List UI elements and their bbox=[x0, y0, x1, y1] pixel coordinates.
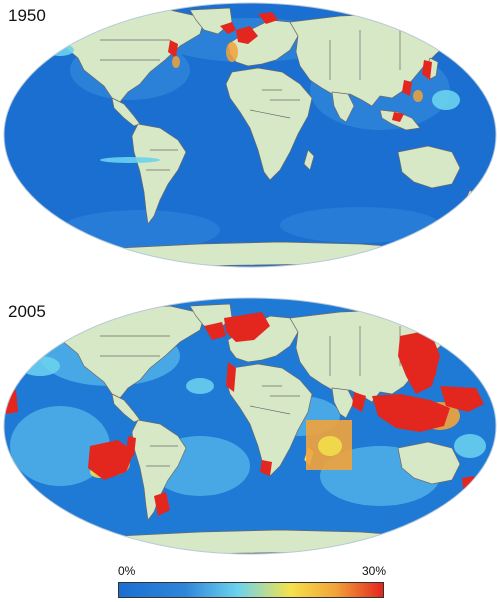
new-zealand bbox=[465, 485, 477, 503]
hotspot-south-africa bbox=[260, 460, 272, 476]
ocean-shelf bbox=[280, 207, 440, 243]
world-map-1950 bbox=[3, 2, 497, 268]
hotspot-northwest-atlantic bbox=[168, 40, 178, 58]
hotspot-east-asia bbox=[398, 330, 440, 394]
hotspot-east-china bbox=[402, 80, 412, 96]
australia bbox=[397, 145, 461, 189]
hotspot-south-atlantic bbox=[88, 440, 134, 480]
hotspot-north-sea bbox=[224, 312, 270, 342]
warm-coasts-1950 bbox=[172, 42, 423, 102]
europe bbox=[227, 315, 299, 363]
central-america bbox=[111, 393, 141, 423]
hotspot-peru bbox=[126, 436, 136, 456]
australia bbox=[397, 441, 461, 485]
india bbox=[331, 91, 355, 123]
antarctica bbox=[39, 241, 471, 267]
hotspot-western-pacific bbox=[440, 386, 484, 412]
world-map-2005 bbox=[3, 297, 497, 555]
color-scale-legend: 0% 30% bbox=[118, 562, 386, 602]
map-panel-1950: 1950 bbox=[0, 0, 500, 270]
madagascar bbox=[303, 149, 315, 171]
year-label: 2005 bbox=[8, 302, 46, 321]
antarctica bbox=[39, 529, 471, 554]
hotspot-bay-of-bengal bbox=[352, 392, 366, 412]
central-america bbox=[111, 97, 141, 127]
hotspot-west-africa bbox=[226, 362, 236, 392]
legend-min-label: 0% bbox=[118, 564, 136, 578]
india bbox=[331, 387, 355, 419]
legend-max-label: 30% bbox=[361, 564, 386, 578]
hotspot-southeast-asia bbox=[392, 112, 404, 122]
map-panel-2005: 2005 bbox=[0, 296, 500, 556]
hotspot-patagonia bbox=[154, 492, 170, 516]
hotspot-japan bbox=[422, 346, 438, 376]
africa bbox=[225, 363, 313, 477]
hotspot-new-zealand bbox=[462, 476, 478, 496]
south-america bbox=[131, 419, 187, 521]
hotspot-southeast-asia bbox=[372, 394, 450, 432]
hotspots-1950 bbox=[168, 12, 432, 122]
hotspot-norway bbox=[258, 12, 278, 24]
africa bbox=[225, 67, 313, 181]
hotspot-north-sea bbox=[236, 26, 258, 44]
hotspot-north-atlantic bbox=[204, 322, 226, 340]
cyan-patches-2005 bbox=[20, 356, 486, 458]
legend-gradient-bar bbox=[118, 582, 384, 598]
hotspot-north-atlantic bbox=[220, 22, 236, 34]
year-label: 1950 bbox=[8, 6, 46, 25]
hotspot-japan bbox=[422, 60, 432, 80]
